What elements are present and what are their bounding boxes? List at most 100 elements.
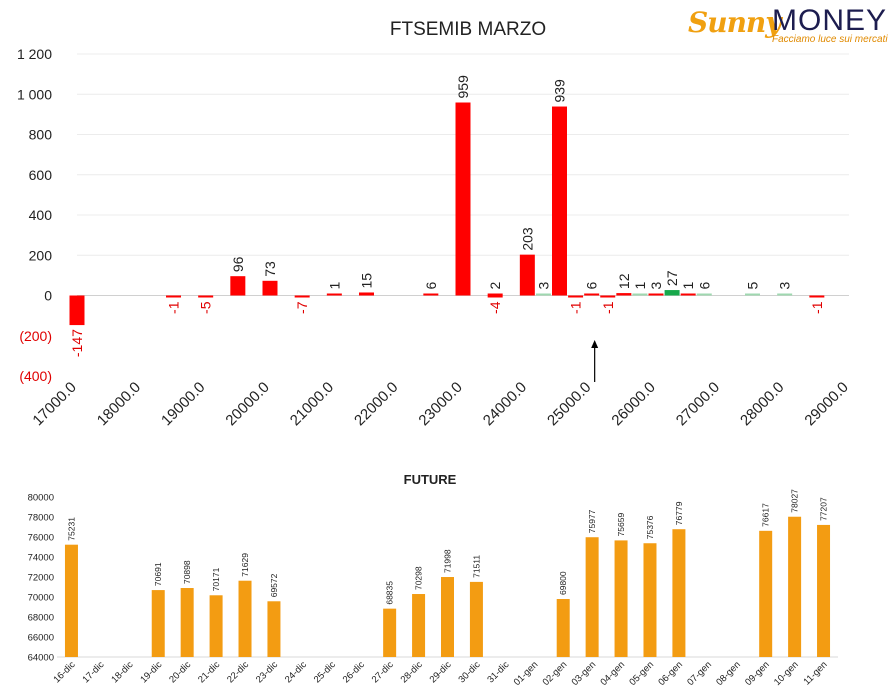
bar-value-label: 71998 (443, 549, 453, 573)
bar-value-label: -7 (294, 301, 310, 314)
y-tick-label: 66000 (28, 633, 54, 644)
bar (788, 516, 802, 657)
bar (198, 295, 214, 298)
y-tick-label: 1 200 (17, 46, 52, 62)
y-tick-label: 1 000 (17, 86, 52, 102)
x-tick-label: 17000.0 (29, 379, 79, 429)
x-tick-label: 23000.0 (415, 379, 465, 429)
x-tick-label: 27000.0 (673, 379, 723, 429)
bar-value-label: 6 (584, 282, 600, 290)
bar (294, 295, 310, 298)
x-tick-label: 09-gen (743, 659, 772, 688)
bar (441, 577, 454, 657)
logo-money-text: MONEY (772, 4, 888, 37)
x-tick-label: 25000.0 (544, 379, 594, 429)
bar-value-label: 76617 (761, 503, 771, 527)
bar (423, 293, 439, 296)
bar-value-label: 70298 (414, 566, 424, 590)
y-tick-label: 76000 (28, 533, 54, 544)
x-tick-label: 16-dic (52, 659, 78, 685)
y-tick-label: 70000 (28, 593, 54, 604)
bar-value-label: 2 (487, 282, 503, 290)
arrow-annotation-head (591, 340, 599, 348)
bar-value-label: 75659 (616, 513, 626, 537)
ftsemib-marzo-chart: FTSEMIB MARZO (400) (200) 0 200 400 600 800 1 00… (17, 19, 852, 429)
x-tick-label: 23-dic (254, 659, 280, 685)
bar-value-label: 3 (777, 282, 793, 290)
bar (69, 295, 85, 326)
bar (383, 608, 397, 657)
x-tick-label: 17-dic (80, 659, 106, 685)
bar-value-label: 1 (680, 282, 696, 290)
y-tick-label: 600 (29, 167, 53, 183)
bar-value-label: 75376 (645, 515, 655, 539)
x-tick-label: 27-dic (370, 659, 396, 685)
bar (262, 280, 278, 296)
x-tick-label: 29-dic (428, 659, 454, 685)
bar (469, 581, 483, 657)
x-tick-label: 10-gen (772, 659, 801, 688)
x-tick-label: 18-dic (109, 659, 135, 685)
bar (151, 590, 165, 657)
y-tick-label: 800 (29, 127, 53, 143)
bar-value-label: 96 (230, 256, 246, 272)
bar (230, 276, 246, 296)
bar-value-label: 78027 (790, 489, 800, 513)
bar (238, 580, 252, 657)
bar (745, 293, 760, 296)
bar-value-label: 5 (745, 282, 761, 290)
x-tick-label: 22-dic (225, 659, 251, 685)
x-tick-label: 19-dic (138, 659, 164, 685)
x-tick-label: 29000.0 (801, 379, 851, 429)
bar-value-label: 1 (632, 282, 648, 290)
bar (166, 295, 181, 298)
chart-title: FTSEMIB MARZO (390, 19, 546, 40)
x-tick-label: 21000.0 (287, 379, 337, 429)
bar (672, 529, 686, 657)
bar-value-label: 73 (262, 261, 278, 277)
bar-value-label: 77207 (819, 497, 829, 521)
bar-value-label: 15 (359, 273, 375, 289)
bar (487, 293, 503, 296)
bar-value-label: -147 (69, 329, 85, 357)
bar-value-label: 1 (326, 282, 342, 290)
bar-value-label: 959 (455, 75, 471, 99)
bar-value-label: 6 (696, 282, 712, 290)
bar (455, 102, 471, 296)
x-tick-label: 11-gen (801, 659, 829, 687)
bar (556, 599, 570, 657)
bar (777, 293, 793, 296)
x-tick-label: 26000.0 (608, 379, 658, 429)
x-tick-label: 25-dic (312, 659, 338, 685)
y-tick-label: 78000 (28, 513, 54, 524)
x-tick-label: 08-gen (714, 659, 743, 688)
x-tick-label: 20000.0 (222, 379, 272, 429)
bar (568, 295, 584, 298)
bar (487, 295, 503, 298)
bar-value-label: -1 (809, 301, 825, 314)
bar-value-label: 68835 (385, 581, 395, 605)
y-tick-label: 74000 (28, 553, 54, 564)
bar-value-label: 70691 (153, 562, 163, 586)
logo-sunny-text: Sunny (688, 6, 782, 39)
bar (326, 293, 342, 296)
x-tick-label: 26-dic (341, 659, 367, 685)
x-tick-label: 05-gen (627, 659, 656, 688)
bar (267, 601, 281, 657)
bar (817, 524, 831, 657)
y-tick-label: 200 (29, 247, 53, 263)
y-tick-label: 0 (44, 288, 52, 304)
x-tick-label: 02-gen (541, 659, 570, 688)
x-tick-label: 03-gen (570, 659, 599, 688)
bar-value-label: -1 (600, 301, 616, 314)
x-tick-label: 06-gen (656, 659, 685, 688)
x-tick-label: 24000.0 (480, 379, 530, 429)
bar-value-label: 3 (648, 282, 664, 290)
x-tick-label: 28-dic (399, 659, 425, 685)
bar (809, 295, 825, 298)
bar (632, 293, 648, 296)
bar-value-label: 69572 (269, 573, 279, 597)
y-tick-label: (200) (19, 328, 52, 344)
bar-value-label: -1 (166, 301, 182, 314)
bar (64, 544, 78, 657)
